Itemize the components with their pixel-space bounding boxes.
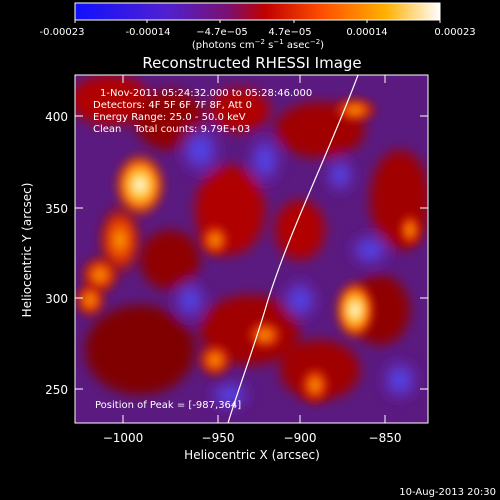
y-tick-label: 350 bbox=[45, 202, 68, 216]
y-tick-label: 400 bbox=[45, 110, 68, 124]
colorbar-tick-label: 0.00023 bbox=[434, 27, 475, 38]
colorbar-gradient bbox=[74, 2, 441, 21]
x-tick-label: −850 bbox=[369, 431, 402, 445]
x-tick-label: −950 bbox=[202, 431, 235, 445]
time-range-label: 1-Nov-2011 05:24:32.000 to 05:28:46.000 bbox=[100, 88, 312, 99]
footer-timestamp: 10-Aug-2013 20:30 bbox=[399, 487, 496, 498]
colorbar-tick-label: −4.7e−05 bbox=[196, 27, 248, 38]
colorbar-ticks bbox=[74, 20, 441, 23]
colorbar-tick-label: 0.00014 bbox=[346, 27, 387, 38]
peak-position-label: Position of Peak = [-987,364] bbox=[95, 400, 241, 411]
plot-frame bbox=[74, 74, 429, 424]
y-axis-label: Heliocentric Y (arcsec) bbox=[20, 183, 34, 318]
clean-counts-label: Clean Total counts: 9.79E+03 bbox=[93, 124, 250, 135]
x-tick-label: −900 bbox=[284, 431, 317, 445]
colorbar-tick-label: -0.00023 bbox=[40, 27, 85, 38]
solar-limb-line bbox=[227, 75, 359, 423]
colorbar: -0.00023 -0.00014 −4.7e−05 4.7e−05 0.000… bbox=[40, 2, 476, 51]
x-axis-label: Heliocentric X (arcsec) bbox=[184, 448, 320, 462]
energy-range-label: Energy Range: 25.0 - 50.0 keV bbox=[93, 112, 246, 123]
colorbar-tick-label: -0.00014 bbox=[126, 27, 171, 38]
x-axis bbox=[122, 75, 386, 423]
y-tick-label: 300 bbox=[45, 292, 68, 306]
rhessi-image bbox=[75, 75, 428, 423]
y-axis bbox=[75, 115, 428, 390]
y-tick-label: 250 bbox=[45, 383, 68, 397]
plot-title: Reconstructed RHESSI Image bbox=[142, 54, 361, 72]
colorbar-tick-label: 4.7e−05 bbox=[268, 27, 311, 38]
colorbar-units: (photons cm−2 s−1 asec−2) bbox=[192, 38, 324, 51]
detectors-label: Detectors: 4F 5F 6F 7F 8F, Att 0 bbox=[93, 100, 252, 111]
x-tick-label: −1000 bbox=[103, 431, 144, 445]
